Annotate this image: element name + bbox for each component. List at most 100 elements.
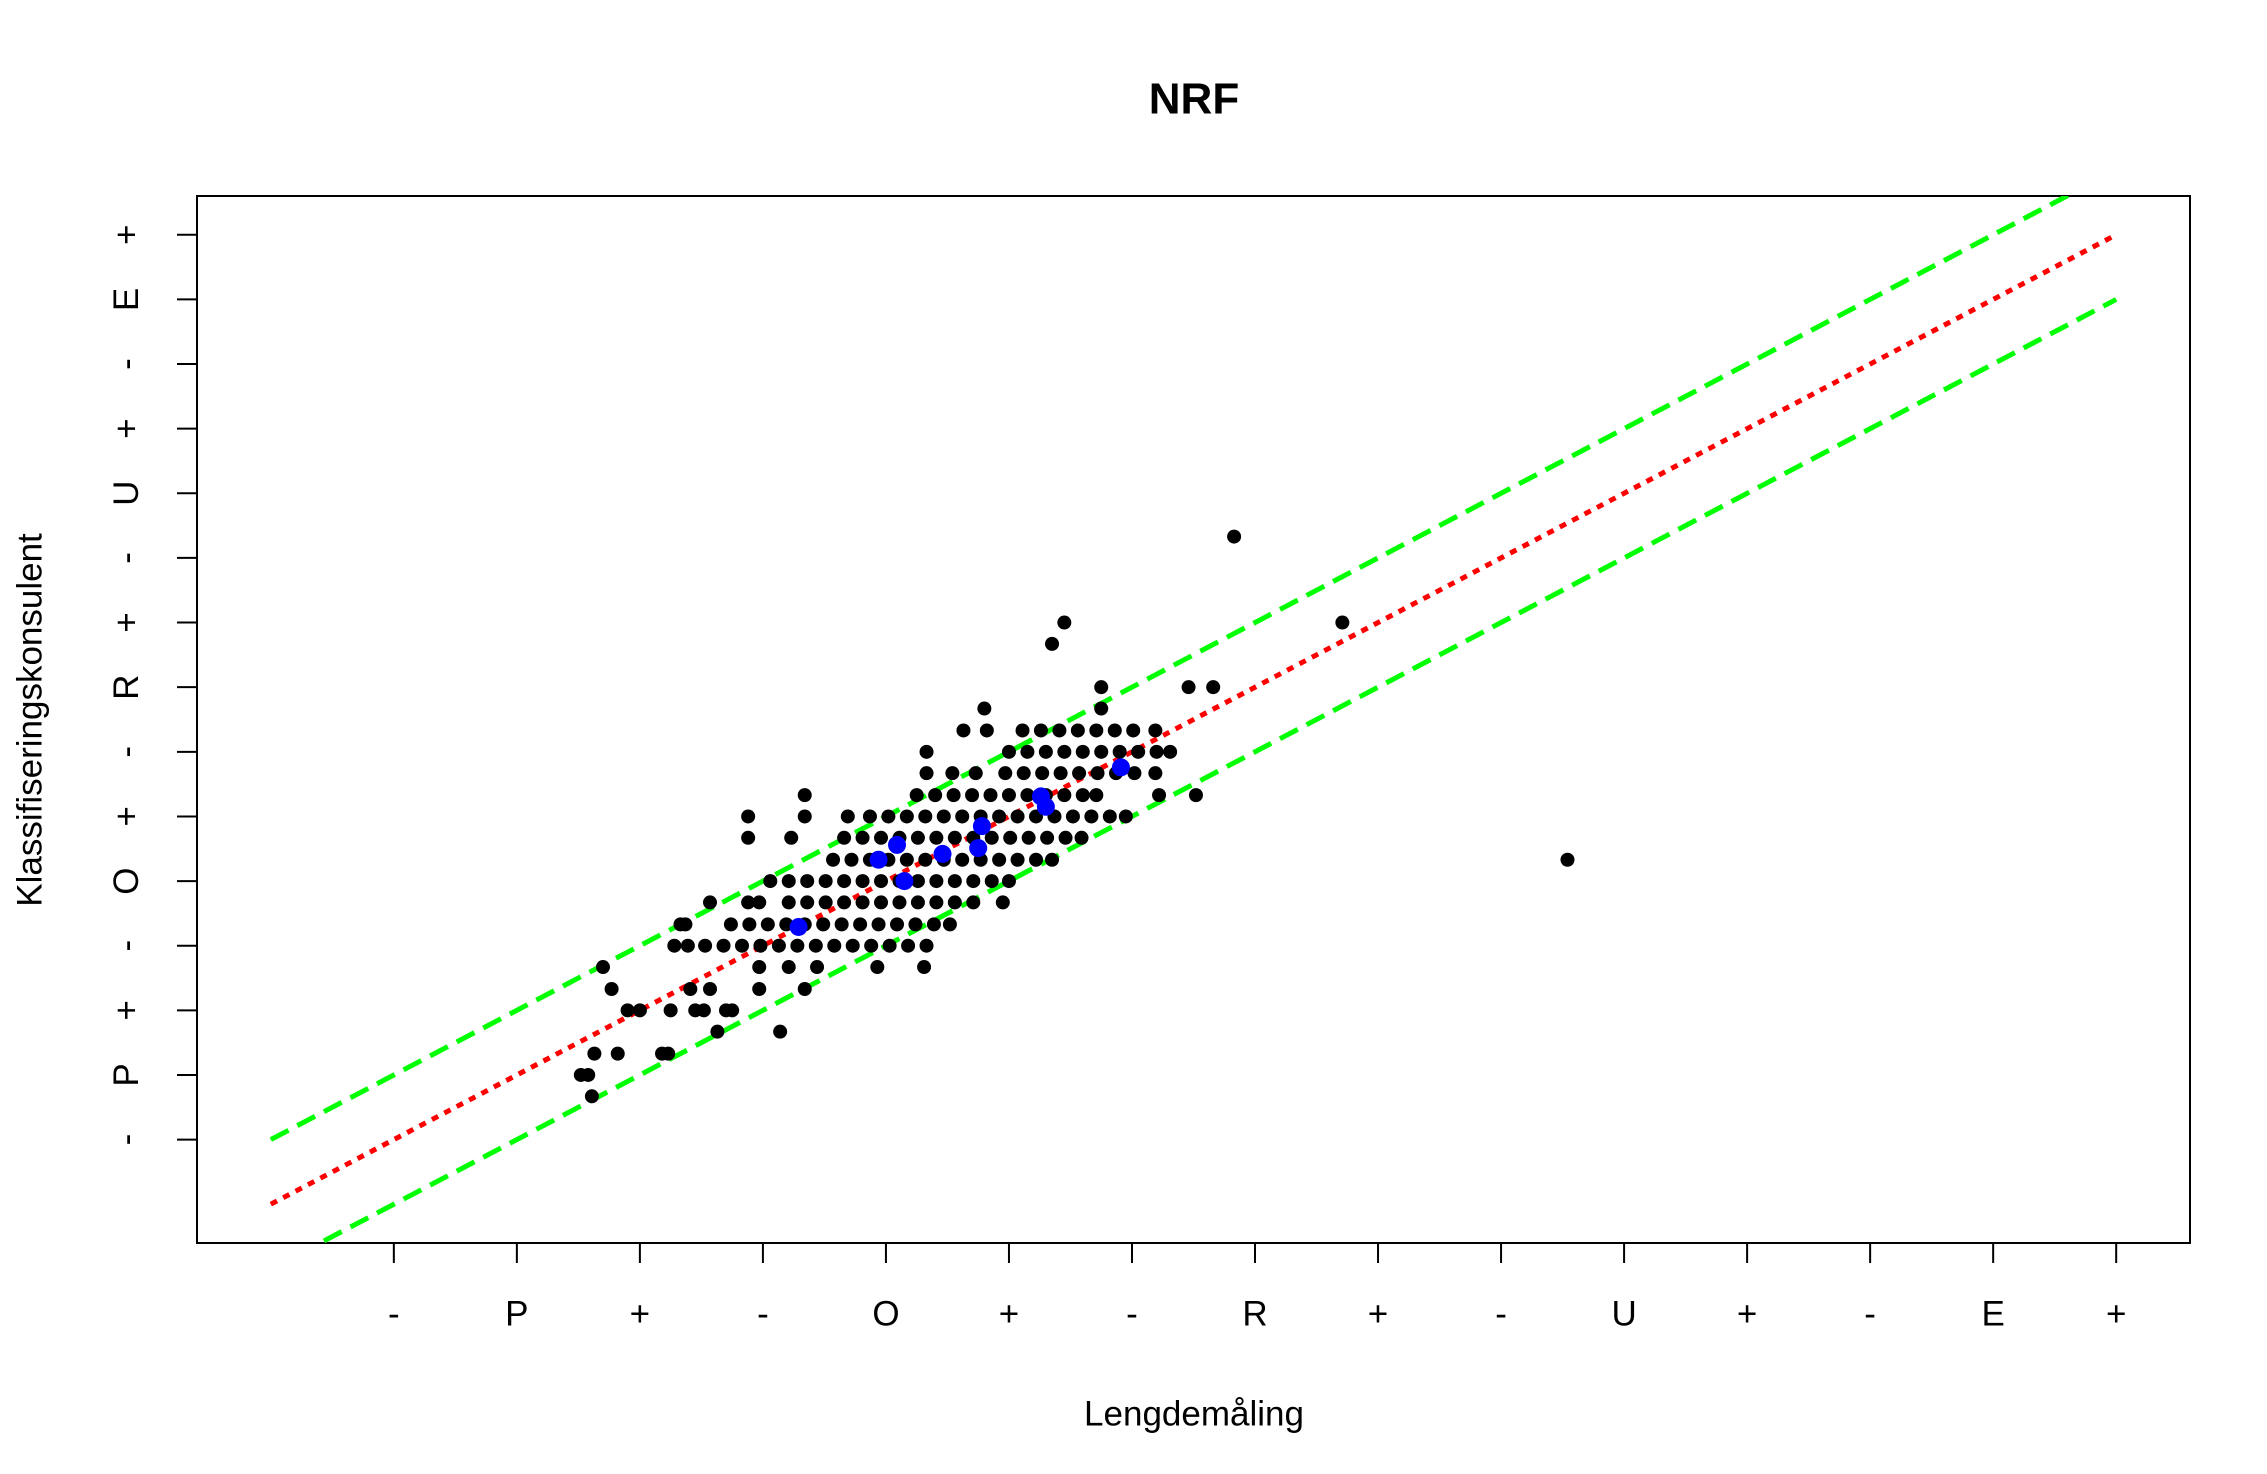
point [1065, 809, 1080, 824]
point [632, 1003, 647, 1018]
point [816, 917, 831, 932]
point [784, 830, 799, 845]
point [1089, 788, 1104, 803]
point [965, 788, 980, 803]
point [919, 744, 934, 759]
point [1075, 788, 1090, 803]
point [869, 850, 888, 869]
point [595, 960, 610, 975]
point [610, 1046, 625, 1061]
point [1075, 744, 1090, 759]
point [1148, 723, 1163, 738]
point [716, 938, 731, 953]
plot-frame [196, 195, 2191, 1244]
point [818, 874, 833, 889]
point [984, 830, 999, 845]
point [797, 809, 812, 824]
point [895, 872, 914, 891]
point [929, 895, 944, 910]
point [1127, 766, 1142, 781]
point [1094, 744, 1109, 759]
point [781, 874, 796, 889]
point [1152, 788, 1167, 803]
y-tick-label: + [107, 806, 146, 826]
point [1118, 809, 1133, 824]
point [1053, 766, 1068, 781]
x-tick-label: + [999, 1294, 1019, 1333]
point [840, 809, 855, 824]
point [620, 1003, 635, 1018]
point [800, 874, 815, 889]
point [1038, 744, 1053, 759]
point [919, 766, 934, 781]
point [1148, 766, 1163, 781]
point [683, 982, 698, 997]
point [741, 895, 756, 910]
point [1112, 744, 1127, 759]
reference-lines [269, 196, 2118, 1243]
point [929, 874, 944, 889]
point [723, 917, 738, 932]
point [956, 723, 971, 738]
y-tick-label: R [107, 675, 146, 700]
point [910, 830, 925, 845]
point [874, 895, 889, 910]
point [1015, 723, 1030, 738]
point [667, 938, 682, 953]
point [871, 917, 886, 932]
y-tick-label: - [107, 1134, 146, 1146]
point [837, 830, 852, 845]
point [1020, 744, 1035, 759]
point [901, 938, 916, 953]
point [966, 895, 981, 910]
point [1131, 744, 1146, 759]
point [881, 809, 896, 824]
reference-line [269, 196, 2073, 1142]
point [1107, 723, 1122, 738]
point [587, 1046, 602, 1061]
point [781, 895, 796, 910]
point [710, 1024, 725, 1039]
point [800, 895, 815, 910]
point [1181, 680, 1196, 695]
point [919, 938, 934, 953]
y-tick-label: + [107, 612, 146, 632]
y-tick-label: + [107, 225, 146, 245]
point [917, 960, 932, 975]
point [734, 938, 749, 953]
point [1057, 744, 1072, 759]
point [1089, 723, 1104, 738]
point [1074, 830, 1089, 845]
point [1090, 766, 1105, 781]
point [837, 874, 852, 889]
point [1057, 788, 1072, 803]
point [1102, 809, 1117, 824]
y-tick-label: + [107, 418, 146, 438]
point [945, 766, 960, 781]
point [742, 917, 757, 932]
y-tick-label: - [107, 552, 146, 564]
point [1058, 830, 1073, 845]
point [1036, 797, 1055, 816]
point [1045, 852, 1060, 867]
point [661, 1046, 676, 1061]
point [837, 895, 852, 910]
y-tick-label: - [107, 940, 146, 952]
point [928, 788, 943, 803]
point [789, 917, 808, 936]
point [855, 874, 870, 889]
point [1052, 723, 1067, 738]
point [810, 960, 825, 975]
x-tick-label: P [505, 1294, 528, 1333]
point [888, 835, 907, 854]
x-tick-label: - [1864, 1294, 1876, 1333]
x-tick-label: - [388, 1294, 400, 1333]
point [752, 960, 767, 975]
point [703, 982, 718, 997]
point [790, 938, 805, 953]
point [584, 1089, 599, 1104]
point [926, 917, 941, 932]
point [995, 895, 1010, 910]
point [968, 766, 983, 781]
